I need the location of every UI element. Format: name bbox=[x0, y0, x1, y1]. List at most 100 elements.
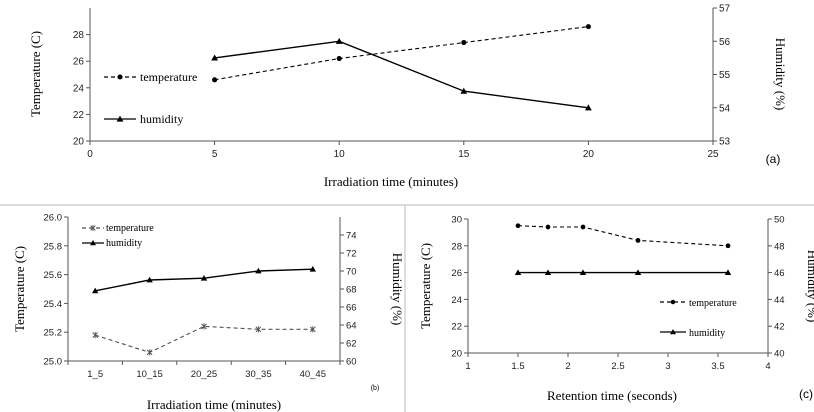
x-axis-label: Irradiation time (minutes) bbox=[147, 397, 281, 412]
x-tick-label: 3.5 bbox=[711, 361, 724, 372]
y-tick-label: 26 bbox=[451, 268, 462, 279]
marker-circle bbox=[515, 223, 521, 229]
marker-circle bbox=[670, 299, 676, 305]
x-tick-label: 30_35 bbox=[245, 369, 271, 380]
x-tick-label: 4 bbox=[765, 361, 770, 372]
marker-circle bbox=[545, 224, 551, 230]
y2-tick-label: 46 bbox=[774, 268, 785, 279]
y-tick-label: 25.6 bbox=[44, 270, 63, 281]
marker-triangle bbox=[514, 269, 522, 275]
y-tick-label: 24 bbox=[73, 83, 85, 94]
marker-circle bbox=[336, 55, 342, 62]
marker-triangle bbox=[200, 275, 208, 281]
y2-tick-label: 48 bbox=[774, 241, 785, 252]
y-tick-label: 24 bbox=[451, 295, 462, 306]
y2-tick-label: 68 bbox=[346, 285, 357, 296]
marker-triangle bbox=[544, 269, 552, 275]
marker-triangle bbox=[116, 115, 124, 122]
marker-circle bbox=[580, 224, 586, 230]
legend-label-temperature: temperature bbox=[140, 70, 197, 84]
y-tick-label: 26.0 bbox=[44, 213, 63, 224]
x-tick-label: 2.5 bbox=[611, 361, 624, 372]
y-tick-label: 28 bbox=[73, 30, 85, 41]
x-tick-label: 15 bbox=[458, 149, 470, 160]
marker-star bbox=[255, 326, 262, 333]
x-tick-label: 1.5 bbox=[511, 361, 524, 372]
x-tick-label: 5 bbox=[212, 149, 218, 160]
marker-star bbox=[309, 326, 316, 333]
y2-tick-label: 66 bbox=[346, 303, 357, 314]
y2-tick-label: 53 bbox=[719, 137, 731, 148]
series-line-temperature bbox=[214, 26, 589, 81]
x-tick-label: 1 bbox=[465, 361, 470, 372]
y-axis-label: Temperature (C) bbox=[418, 243, 433, 329]
y-tick-label: 30 bbox=[451, 215, 462, 226]
x-tick-label: 10_15 bbox=[136, 369, 162, 380]
panel-label: (c) bbox=[799, 387, 813, 401]
x-tick-label: 0 bbox=[87, 149, 93, 160]
marker-circle bbox=[635, 238, 641, 243]
y-tick-label: 25.8 bbox=[44, 241, 63, 252]
marker-triangle bbox=[584, 104, 592, 111]
legend-label-temperature: temperature bbox=[106, 223, 154, 234]
x-tick-label: 10 bbox=[334, 149, 346, 160]
y2-tick-label: 56 bbox=[719, 37, 731, 48]
y2-tick-label: 72 bbox=[346, 249, 357, 260]
marker-triangle bbox=[460, 87, 468, 94]
x-tick-label: 3 bbox=[665, 361, 670, 372]
y2-tick-label: 70 bbox=[346, 267, 357, 278]
x-axis-label: Retention time (seconds) bbox=[547, 388, 677, 403]
marker-triangle bbox=[670, 329, 676, 335]
marker-circle bbox=[585, 24, 591, 30]
x-tick-label: 2 bbox=[565, 361, 570, 372]
y2-axis-label: Humidity (%) bbox=[390, 253, 405, 326]
y-tick-label: 26 bbox=[73, 57, 85, 68]
chart-panel-b: 25.0 25.2 25.4 25.6 25.8 26.0 60 62 64 66 68 70 72 74… bbox=[12, 213, 405, 412]
y-axis-label: Temperature (C) bbox=[12, 246, 27, 332]
marker-triangle bbox=[579, 269, 587, 275]
marker-triangle bbox=[255, 267, 262, 274]
marker-triangle bbox=[634, 269, 642, 275]
chart-panel-c: 20 22 24 26 28 30 40 42 44 46 48 50 1 1.5 2 2.5 3 3.5 4 Ret… bbox=[418, 215, 814, 404]
x-tick-label: 20_25 bbox=[191, 369, 217, 380]
y2-tick-label: 44 bbox=[774, 295, 785, 306]
y2-tick-label: 40 bbox=[774, 349, 785, 360]
y2-tick-label: 62 bbox=[346, 339, 357, 350]
y-tick-label: 28 bbox=[451, 241, 462, 252]
legend-label-humidity: humidity bbox=[140, 112, 183, 126]
x-tick-label: 20 bbox=[583, 149, 595, 160]
legend-label-humidity: humidity bbox=[689, 328, 725, 339]
marker-star bbox=[90, 225, 96, 231]
marker-triangle bbox=[335, 37, 343, 44]
y-tick-label: 22 bbox=[73, 110, 85, 121]
marker-star bbox=[92, 332, 99, 339]
marker-triangle bbox=[724, 269, 732, 275]
y-tick-label: 20 bbox=[73, 137, 85, 148]
series-line-temperature bbox=[95, 325, 313, 353]
y2-tick-label: 42 bbox=[774, 322, 785, 333]
marker-triangle bbox=[146, 276, 153, 283]
x-tick-label: 25 bbox=[707, 149, 719, 160]
y-tick-label: 25.2 bbox=[44, 328, 63, 339]
panel-label: (b) bbox=[371, 385, 380, 392]
y2-tick-label: 54 bbox=[719, 103, 731, 114]
y2-tick-label: 50 bbox=[774, 215, 785, 226]
legend-label-humidity: humidity bbox=[106, 238, 142, 249]
y2-tick-label: 60 bbox=[346, 357, 357, 368]
y2-axis-label: Humidity (%) bbox=[773, 38, 788, 111]
y-tick-label: 20 bbox=[451, 349, 462, 360]
y2-tick-label: 74 bbox=[346, 231, 357, 242]
y-tick-label: 25.4 bbox=[44, 299, 63, 310]
x-tick-label: 1_5 bbox=[87, 369, 103, 380]
y-axis-label: Temperature (C) bbox=[28, 31, 43, 117]
marker-circle bbox=[117, 74, 123, 80]
marker-triangle bbox=[211, 54, 219, 61]
panel-label: (a) bbox=[766, 152, 781, 166]
marker-triangle bbox=[92, 287, 99, 294]
y-tick-label: 25.0 bbox=[44, 357, 63, 368]
y2-tick-label: 57 bbox=[719, 4, 731, 15]
marker-star bbox=[201, 323, 207, 330]
series-line-humidity bbox=[214, 40, 589, 109]
y2-tick-label: 55 bbox=[719, 70, 731, 81]
